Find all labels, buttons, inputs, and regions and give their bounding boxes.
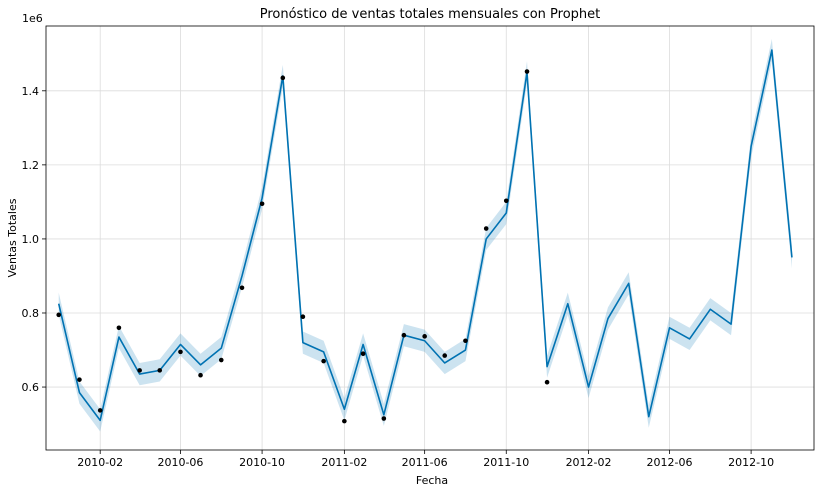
x-axis-ticks: 2010-02 2010-06 2010-10 2011-02 2011-06 2011-… bbox=[77, 450, 774, 469]
observed-point bbox=[280, 75, 286, 81]
plot-frame bbox=[45, 25, 815, 451]
observed-point bbox=[442, 353, 448, 358]
observed-point bbox=[178, 349, 183, 355]
observed-point bbox=[422, 334, 427, 339]
observed-point bbox=[360, 351, 366, 357]
y-axis-ticks: 0.6 0.8 1.0 1.2 1.4 bbox=[22, 85, 46, 394]
observed-point bbox=[239, 285, 245, 291]
observed-point bbox=[77, 377, 82, 382]
x-tick-label: 2011-10 bbox=[483, 456, 529, 469]
observed-point bbox=[544, 379, 550, 385]
forecast-line bbox=[57, 49, 793, 422]
observed-point bbox=[342, 418, 347, 424]
grid-lines bbox=[46, 26, 814, 450]
chart-title: Pronóstico de ventas totales mensuales c… bbox=[260, 7, 601, 22]
observed-point bbox=[381, 416, 387, 421]
forecast-series-line bbox=[57, 49, 793, 422]
y-tick-label: 1.0 bbox=[22, 233, 40, 246]
x-tick-label: 2011-06 bbox=[402, 456, 448, 469]
observed-point bbox=[483, 226, 489, 231]
observed-point bbox=[97, 408, 103, 413]
x-tick-label: 2012-02 bbox=[566, 456, 612, 469]
observed-point bbox=[218, 357, 224, 363]
observed-point bbox=[300, 314, 306, 319]
x-tick-label: 2010-10 bbox=[239, 456, 285, 469]
y-tick-label: 1.4 bbox=[22, 85, 40, 98]
observed-point bbox=[401, 332, 407, 338]
observed-point bbox=[321, 358, 326, 364]
observed-point bbox=[137, 368, 142, 373]
uncertainty-interval bbox=[58, 38, 792, 432]
observed-point bbox=[503, 198, 509, 204]
x-tick-label: 2011-02 bbox=[321, 456, 367, 469]
x-axis-title: Fecha bbox=[416, 474, 448, 487]
observed-point bbox=[198, 372, 203, 378]
x-tick-label: 2010-06 bbox=[157, 456, 203, 469]
y-axis-title: Ventas Totales bbox=[6, 198, 19, 277]
y-tick-label: 0.6 bbox=[22, 381, 40, 394]
observed-point bbox=[463, 338, 468, 344]
y-tick-label: 1.2 bbox=[22, 159, 40, 172]
uncertainty-band bbox=[58, 38, 792, 432]
observed-point bbox=[524, 69, 530, 74]
observed-points bbox=[56, 69, 550, 424]
observed-point bbox=[259, 201, 265, 207]
observed-point bbox=[116, 325, 122, 331]
observed-point bbox=[157, 368, 163, 373]
x-tick-label: 2012-06 bbox=[647, 456, 693, 469]
y-tick-label: 0.8 bbox=[22, 307, 40, 320]
x-tick-label: 2010-02 bbox=[77, 456, 123, 469]
y-axis-offset-label: 1e6 bbox=[22, 12, 43, 25]
x-tick-label: 2012-10 bbox=[728, 456, 774, 469]
observed-point bbox=[56, 312, 62, 318]
